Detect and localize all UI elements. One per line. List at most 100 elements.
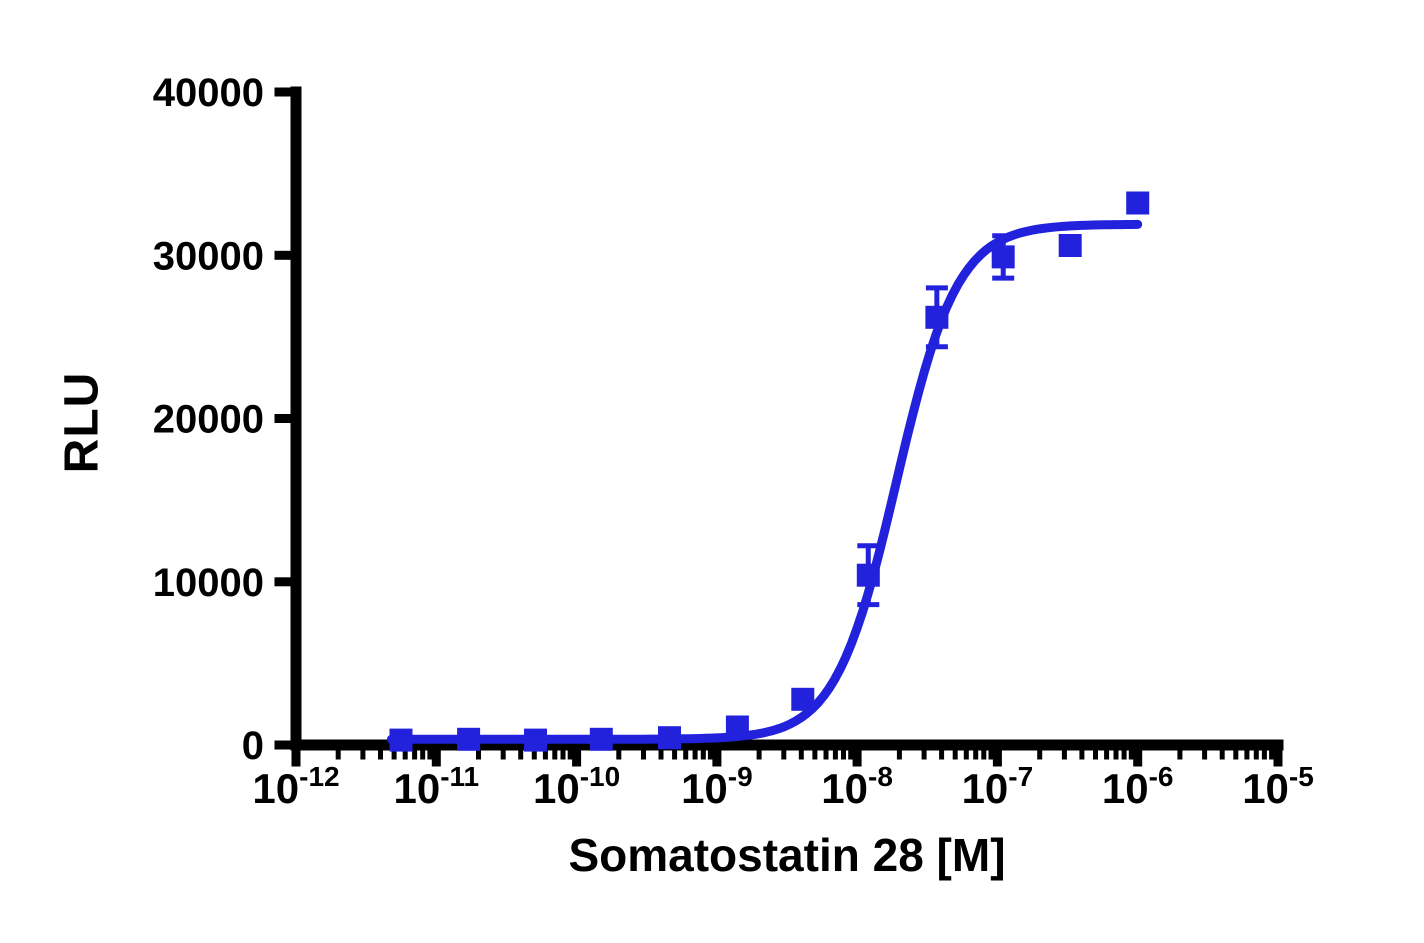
y-tick [274,250,291,260]
y-axis-line [290,86,302,751]
y-tick-label: 0 [242,724,264,768]
x-minor-tick [1121,750,1127,760]
x-major-tick [712,750,722,767]
x-minor-tick [981,750,987,760]
x-minor-tick [531,750,537,760]
x-minor-tick [542,750,548,760]
x-axis-title: Somatostatin 28 [M] [568,829,1006,881]
y-tick [274,577,291,587]
x-minor-tick [781,750,787,760]
data-point-marker [925,305,949,329]
y-axis-title: RLU [55,371,109,474]
x-minor-tick [756,750,762,760]
x-minor-tick [500,750,506,760]
x-minor-tick [402,750,408,760]
y-tick-label: 30000 [153,234,264,278]
x-minor-tick [1037,750,1043,760]
y-tick [274,414,291,423]
data-point-marker [457,727,481,751]
x-minor-tick [939,750,945,760]
x-minor-tick [518,750,524,760]
x-minor-tick [848,750,854,760]
x-minor-tick [683,750,689,760]
data-point-marker [524,728,547,752]
x-minor-tick [412,750,418,760]
x-minor-tick [672,750,678,760]
x-minor-tick [1219,750,1225,760]
x-major-tick [1273,750,1283,767]
x-minor-tick [812,750,818,760]
x-minor-tick [1128,750,1134,760]
x-minor-tick [1244,750,1250,760]
x-minor-tick [476,750,481,760]
x-major-tick [1133,750,1143,767]
x-minor-tick [952,750,958,760]
data-point-marker [389,728,413,752]
x-minor-tick [427,750,433,760]
x-minor-tick [567,750,573,760]
x-minor-tick [1253,750,1259,760]
x-minor-tick [700,750,706,760]
data-point-marker [991,245,1015,269]
y-tick-label: 40000 [153,71,264,115]
x-minor-tick [1093,750,1098,760]
x-minor-tick [973,750,979,760]
x-minor-tick [560,750,566,760]
data-point-marker [725,715,749,739]
x-minor-tick [378,750,383,760]
x-minor-tick [391,750,397,760]
y-tick [274,87,291,97]
x-minor-tick [841,750,846,760]
y-tick-label: 20000 [153,398,264,442]
x-tick-label: 10-5 [1242,761,1314,812]
x-minor-tick [1261,750,1267,760]
x-minor-tick [1233,750,1239,760]
x-minor-tick [1269,750,1275,760]
fit-curve [386,219,1143,744]
data-point-marker [1058,234,1082,257]
x-major-tick [291,750,301,767]
x-major-tick [992,750,1002,767]
x-minor-tick [692,750,698,760]
data-point-marker [589,727,613,751]
x-minor-tick [552,750,558,760]
x-minor-tick [896,750,902,760]
x-minor-tick [616,750,622,760]
x-minor-tick [832,750,838,760]
data-point-marker [658,726,681,750]
x-minor-tick [1079,750,1085,760]
x-tick-label: 10-10 [533,761,620,812]
x-tick-label: 10-9 [681,761,753,812]
data-point-marker [1126,191,1150,215]
x-tick-label: 10-7 [962,761,1034,812]
y-tick [274,740,291,750]
x-minor-tick [963,750,969,760]
x-tick-label: 10-8 [821,761,893,812]
x-minor-tick [823,750,829,760]
x-axis-line [290,739,1284,751]
x-minor-tick [335,750,341,760]
x-tick-label: 10-11 [393,761,479,812]
x-minor-tick [360,750,366,760]
x-major-tick [431,750,441,767]
x-tick-label: 10-12 [252,761,339,812]
x-minor-tick [707,750,713,760]
x-minor-tick [1177,750,1183,760]
y-tick-label: 10000 [153,561,264,605]
x-minor-tick [1104,750,1110,760]
x-minor-tick [658,750,664,760]
data-point-marker [791,687,815,711]
x-minor-tick [641,750,646,760]
x-minor-tick [921,750,927,760]
x-major-tick [572,750,582,767]
x-minor-tick [1061,750,1067,760]
x-tick-label: 10-6 [1102,761,1174,812]
x-minor-tick [1113,750,1119,760]
x-minor-tick [1202,750,1208,760]
x-minor-tick [420,750,426,760]
data-point-marker [856,563,880,587]
x-major-tick [852,750,862,767]
x-minor-tick [988,750,994,760]
